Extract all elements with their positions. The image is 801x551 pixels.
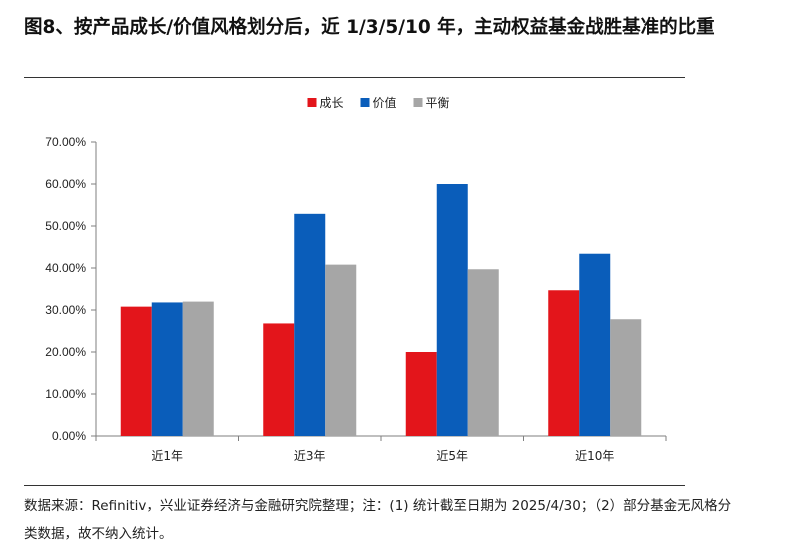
x-tick-label: 近1年 bbox=[151, 449, 183, 463]
bar-1-2 bbox=[263, 323, 295, 436]
x-tick-label: 近3年 bbox=[294, 449, 326, 463]
y-tick-label: 0.00% bbox=[52, 429, 86, 443]
legend-swatch bbox=[360, 98, 370, 107]
x-tick-label: 近5年 bbox=[436, 449, 468, 463]
x-tick-label: 近10年 bbox=[575, 449, 614, 463]
y-tick-label: 10.00% bbox=[45, 387, 86, 401]
bar-1-1 bbox=[120, 306, 152, 436]
bar-2-4 bbox=[579, 253, 611, 436]
y-tick-label: 70.00% bbox=[45, 135, 86, 149]
bar-3-4 bbox=[610, 319, 642, 436]
y-tick-label: 20.00% bbox=[45, 345, 86, 359]
source-divider bbox=[24, 485, 685, 486]
bar-1-4 bbox=[548, 290, 580, 436]
legend-label: 平衡 bbox=[426, 96, 450, 110]
title-divider bbox=[24, 77, 685, 78]
legend-label: 成长 bbox=[320, 96, 344, 110]
source-note: 数据来源：Refinitiv，兴业证券经济与金融研究院整理；注：(1) 统计截至… bbox=[24, 498, 732, 542]
bar-2-3 bbox=[436, 184, 468, 436]
x-axis: 近1年 近3年 近5年 近10年 bbox=[95, 435, 667, 463]
figure-title: 图8、按产品成长/价值风格划分后，近 1/3/5/10 年，主动权益基金战胜基准… bbox=[24, 17, 715, 38]
bar-3-1 bbox=[182, 301, 214, 436]
y-axis: 0.00% 10.00% 20.00% 30.00% 40.00% 50.00% 60.00… bbox=[45, 135, 97, 443]
bar-2-2 bbox=[294, 213, 326, 436]
y-tick-label: 50.00% bbox=[45, 219, 86, 233]
legend-swatch bbox=[413, 98, 423, 107]
bar-2-1 bbox=[151, 302, 183, 436]
chart-legend: 成长 价值 平衡 bbox=[307, 95, 450, 110]
bar-3-3 bbox=[467, 269, 499, 436]
y-tick-label: 40.00% bbox=[45, 261, 86, 275]
y-tick-label: 60.00% bbox=[45, 177, 86, 191]
bar-3-2 bbox=[325, 264, 357, 436]
bars-group bbox=[120, 184, 642, 436]
y-tick-label: 30.00% bbox=[45, 303, 86, 317]
legend-label: 价值 bbox=[373, 95, 397, 110]
legend-swatch bbox=[307, 98, 317, 107]
bar-chart: 成长 价值 平衡 0.00% 10.00% 20.00% 30.00% 40.00% 50.0… bbox=[45, 95, 667, 463]
bar-1-3 bbox=[405, 352, 437, 436]
